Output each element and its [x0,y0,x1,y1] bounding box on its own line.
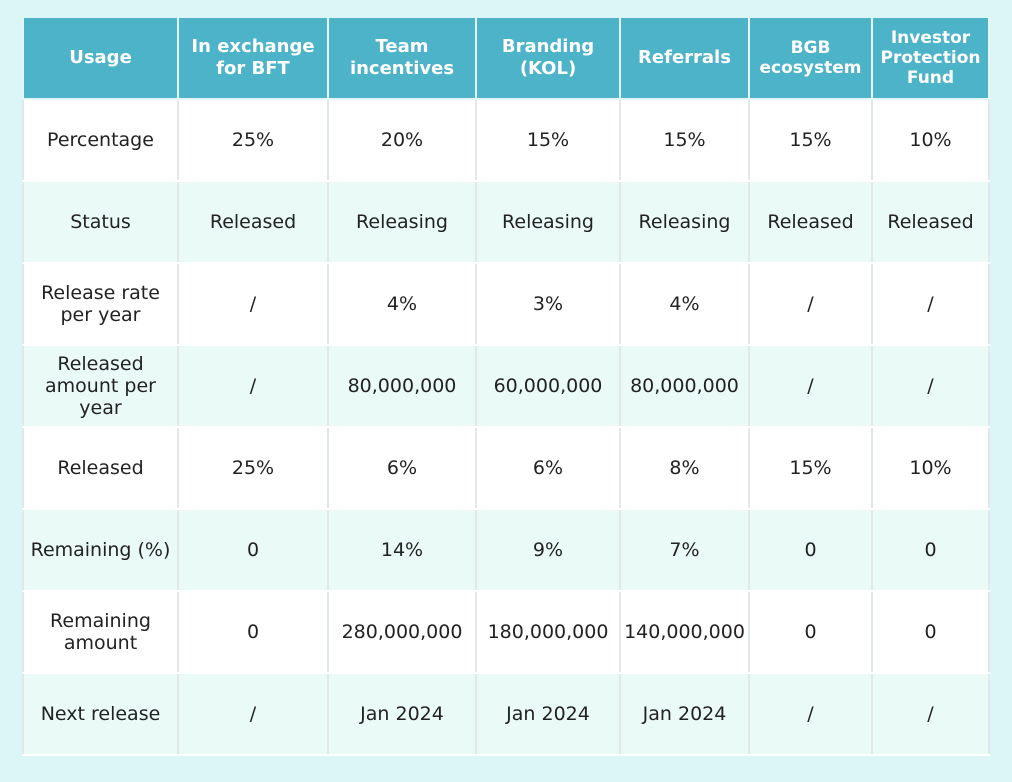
table-cell: 80,000,000 [327,345,477,428]
table-cell: 10% [871,427,990,510]
table-cell: / [748,345,873,428]
table-cell: 280,000,000 [327,591,477,674]
table-cell: 4% [327,263,477,346]
table-cell: 15% [619,99,750,182]
header-bgb-ecosystem: BGB ecosystem [748,18,873,100]
row-label: Remaining amount [22,591,179,674]
table-cell: 15% [748,427,873,510]
table-cell: Released [871,181,990,264]
table-cell: 7% [619,509,750,592]
table-row-percentage: Percentage 25% 20% 15% 15% 15% 10% [22,99,990,182]
table-cell: 0 [177,509,329,592]
table-row-status: Status Released Releasing Releasing Rele… [22,181,990,264]
table-cell: 20% [327,99,477,182]
allocation-table-container: Usage In exchange for BFT Team incentive… [22,18,990,756]
header-investor-protection-fund: Investor Protection Fund [871,18,990,100]
table-cell: Released [177,181,329,264]
table-cell: 10% [871,99,990,182]
table-cell: / [748,263,873,346]
table-cell: Jan 2024 [327,673,477,756]
table-cell: 3% [475,263,621,346]
table-cell: 0 [748,591,873,674]
row-label: Release rate per year [22,263,179,346]
table-cell: / [177,345,329,428]
table-cell: / [871,345,990,428]
header-referrals: Referrals [619,18,750,100]
table-cell: 80,000,000 [619,345,750,428]
table-cell: 25% [177,427,329,510]
header-usage: Usage [22,18,179,100]
row-label: Released amount per year [22,345,179,428]
row-label: Remaining (%) [22,509,179,592]
table-cell: / [871,263,990,346]
table-row-release-rate: Release rate per year / 4% 3% 4% / / [22,263,990,346]
table-cell: Jan 2024 [475,673,621,756]
table-cell: 15% [475,99,621,182]
table-row-released: Released 25% 6% 6% 8% 15% 10% [22,427,990,510]
table-cell: 140,000,000 [619,591,750,674]
table-row-remaining-percent: Remaining (%) 0 14% 9% 7% 0 0 [22,509,990,592]
header-in-exchange-for-bft: In exchange for BFT [177,18,329,100]
table-cell: 60,000,000 [475,345,621,428]
table-cell: / [177,673,329,756]
table-cell: 25% [177,99,329,182]
table-cell: 9% [475,509,621,592]
table-cell: Jan 2024 [619,673,750,756]
table-cell: 14% [327,509,477,592]
table-cell: 0 [871,591,990,674]
table-cell: 0 [748,509,873,592]
row-label: Released [22,427,179,510]
table-cell: Releasing [327,181,477,264]
row-label: Percentage [22,99,179,182]
table-cell: 4% [619,263,750,346]
table-cell: 6% [327,427,477,510]
table-cell: 0 [871,509,990,592]
table-cell: 6% [475,427,621,510]
table-cell: Released [748,181,873,264]
table-cell: / [177,263,329,346]
table-cell: 15% [748,99,873,182]
table-cell: / [748,673,873,756]
table-cell: Releasing [475,181,621,264]
table-cell: Releasing [619,181,750,264]
table-cell: 180,000,000 [475,591,621,674]
table-cell: 0 [177,591,329,674]
token-allocation-table: Usage In exchange for BFT Team incentive… [22,18,990,756]
header-branding-kol: Branding (KOL) [475,18,621,100]
table-cell: 8% [619,427,750,510]
table-row-released-amount: Released amount per year / 80,000,000 60… [22,345,990,428]
row-label: Next release [22,673,179,756]
table-row-next-release: Next release / Jan 2024 Jan 2024 Jan 202… [22,673,990,756]
table-cell: / [871,673,990,756]
table-row-remaining-amount: Remaining amount 0 280,000,000 180,000,0… [22,591,990,674]
header-row: Usage In exchange for BFT Team incentive… [22,18,990,100]
header-team-incentives: Team incentives [327,18,477,100]
row-label: Status [22,181,179,264]
